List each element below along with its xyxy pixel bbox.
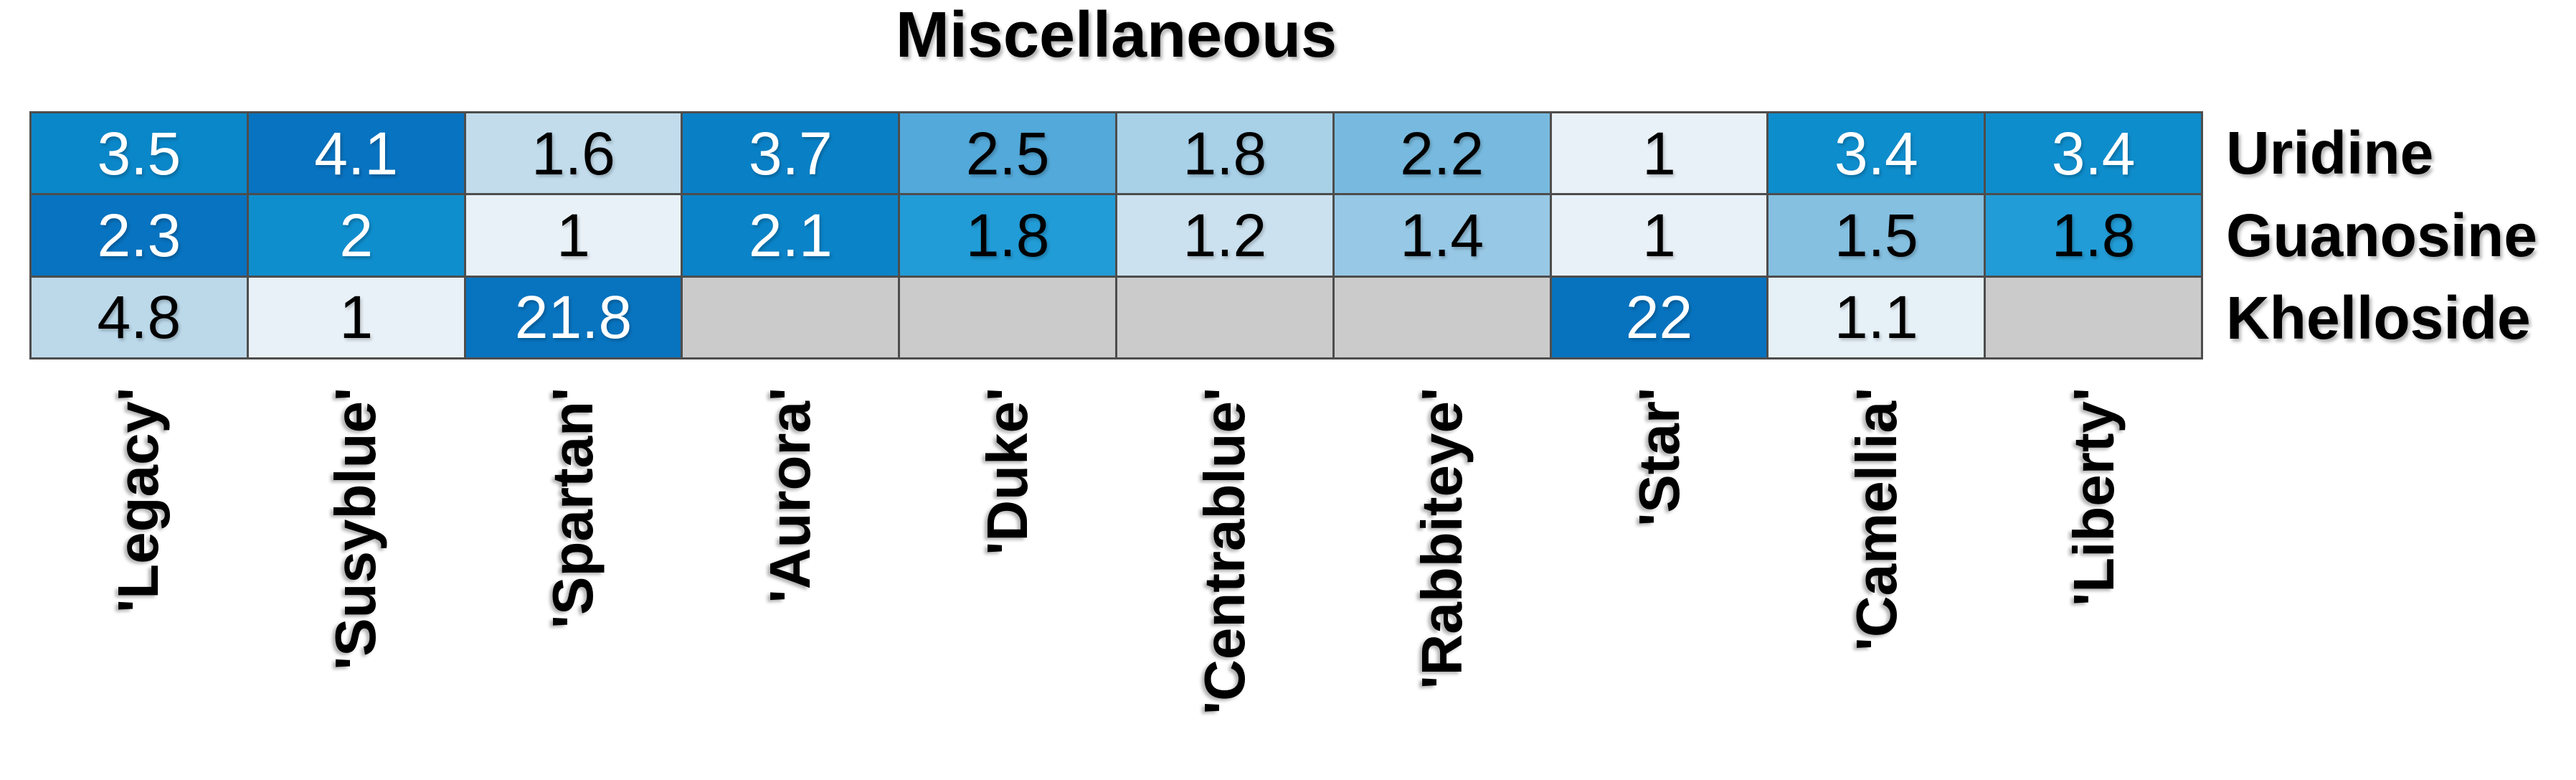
heatmap-cell-2-7: 22 (1551, 277, 1767, 357)
heatmap-cell-0-2: 1.6 (465, 113, 681, 194)
heatmap-cell-0-0: 3.5 (32, 113, 247, 194)
column-label-text-3: 'Aurora' (757, 387, 822, 603)
heatmap-cell-0-4: 2.5 (900, 113, 1115, 194)
heatmap-cell-0-1: 4.1 (248, 113, 464, 194)
heatmap-cell-2-1: 1 (248, 277, 464, 357)
heatmap-cell-2-5 (1117, 277, 1332, 357)
heatmap-cell-2-6 (1334, 277, 1550, 357)
row-label-2: Khelloside (2226, 284, 2531, 352)
column-label-text-6: 'Rabbiteye' (1410, 387, 1474, 690)
heatmap-cell-2-0: 4.8 (32, 277, 247, 357)
heatmap-cell-0-3: 3.7 (683, 113, 899, 194)
heatmap-cell-1-4: 1.8 (900, 195, 1115, 276)
heatmap-cell-2-9 (1986, 277, 2201, 357)
heatmap-cell-0-9: 3.4 (1986, 113, 2201, 194)
column-label-0: 'Legacy' (29, 387, 247, 779)
heatmap-cell-0-8: 3.4 (1768, 113, 1984, 194)
column-label-text-7: 'Star' (1627, 387, 1692, 527)
heatmap-cell-1-2: 1 (465, 195, 681, 276)
row-label-1: Guanosine (2226, 201, 2538, 269)
column-label-1: 'Susyblue' (247, 387, 464, 779)
heatmap-cell-0-7: 1 (1551, 113, 1767, 194)
column-label-text-8: 'Camellia' (1845, 387, 1909, 652)
y-axis-labels: Uridine Guanosine Khelloside (2226, 111, 2575, 360)
column-label-8: 'Camellia' (1768, 387, 1986, 779)
heatmap-cell-1-8: 1.5 (1768, 195, 1984, 276)
row-label-0: Uridine (2226, 118, 2434, 187)
heatmap-cell-1-6: 1.4 (1334, 195, 1550, 276)
column-label-text-2: 'Spartan' (540, 387, 605, 629)
column-label-text-5: 'Centrablue' (1193, 387, 1257, 715)
column-label-7: 'Star' (1551, 387, 1768, 779)
heatmap-cell-1-9: 1.8 (1986, 195, 2201, 276)
heatmap-cell-2-4 (900, 277, 1115, 357)
heatmap-cell-0-6: 2.2 (1334, 113, 1550, 194)
column-label-3: 'Aurora' (681, 387, 899, 779)
heatmap-cell-2-3 (683, 277, 899, 357)
column-label-5: 'Centrablue' (1117, 387, 1334, 779)
column-label-6: 'Rabbiteye' (1334, 387, 1551, 779)
x-axis-labels: 'Legacy' 'Susyblue' 'Spartan' 'Aurora' 'Duke… (29, 387, 2203, 779)
heatmap-cell-0-5: 1.8 (1117, 113, 1332, 194)
column-label-text-1: 'Susyblue' (323, 387, 387, 670)
column-label-4: 'Duke' (899, 387, 1116, 779)
chart-title: Miscellaneous (895, 0, 1337, 71)
heatmap-cell-1-1: 2 (248, 195, 464, 276)
column-label-text-0: 'Legacy' (105, 387, 170, 613)
heatmap-cell-1-3: 2.1 (683, 195, 899, 276)
heatmap-cell-2-8: 1.1 (1768, 277, 1984, 357)
column-label-2: 'Spartan' (464, 387, 681, 779)
column-label-text-9: 'Liberty' (2062, 387, 2126, 606)
heatmap-cell-2-2: 21.8 (465, 277, 681, 357)
heatmap-cell-1-0: 2.3 (32, 195, 247, 276)
heatmap-cell-1-5: 1.2 (1117, 195, 1332, 276)
column-label-text-4: 'Duke' (975, 387, 1039, 555)
heatmap-grid: 3.5 4.1 1.6 3.7 2.5 1.8 2.2 1 3.4 3.4 2.3 2 1 2.1 1.8 1… (29, 111, 2203, 360)
heatmap-cell-1-7: 1 (1551, 195, 1767, 276)
column-label-9: 'Liberty' (1986, 387, 2203, 779)
